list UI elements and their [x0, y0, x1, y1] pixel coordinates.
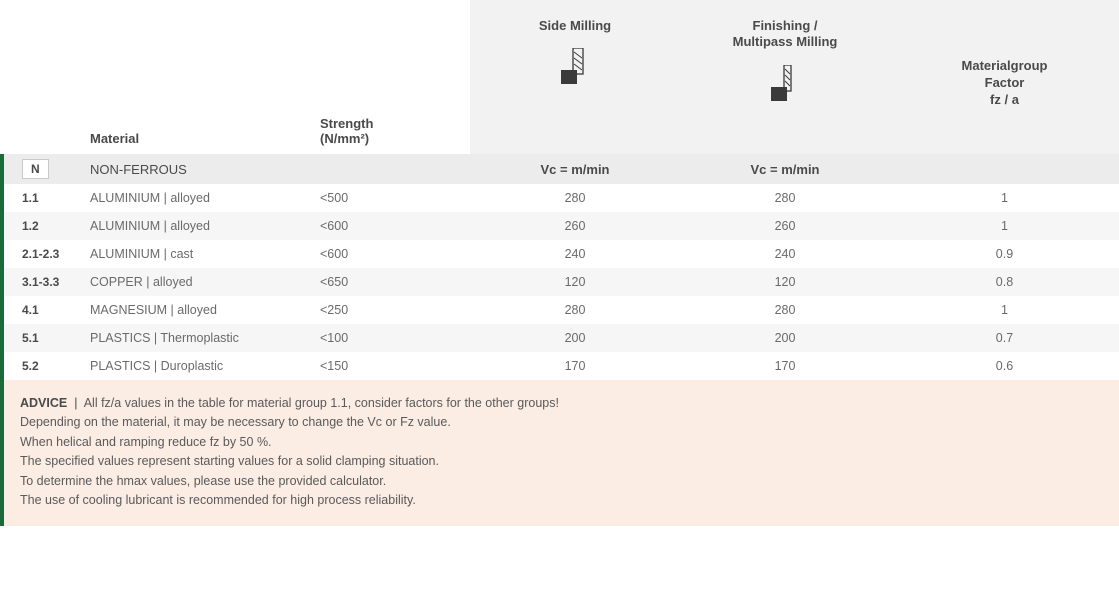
row-material: PLASTICS | Duroplastic — [90, 352, 320, 380]
advice-line: Depending on the material, it may be nec… — [20, 415, 451, 429]
row-code: 4.1 — [4, 296, 90, 324]
table-row: 5.1 PLASTICS | Thermoplastic <100 200 20… — [4, 324, 1119, 352]
row-factor: 0.6 — [890, 352, 1119, 380]
vc-label-fin: Vc = m/min — [680, 154, 890, 184]
col-header-finishing: Finishing / Multipass Milling — [680, 18, 890, 51]
table-row: 5.2 PLASTICS | Duroplastic <150 170 170 … — [4, 352, 1119, 380]
row-material: ALUMINIUM | cast — [90, 240, 320, 268]
row-strength: <600 — [320, 240, 470, 268]
row-side: 120 — [470, 268, 680, 296]
row-code: 3.1-3.3 — [4, 268, 90, 296]
row-side: 200 — [470, 324, 680, 352]
row-code: 5.1 — [4, 324, 90, 352]
row-factor: 1 — [890, 296, 1119, 324]
row-material: ALUMINIUM | alloyed — [90, 184, 320, 212]
row-material: ALUMINIUM | alloyed — [90, 212, 320, 240]
row-code: 5.2 — [4, 352, 90, 380]
page: Side Milling Finishing / Multipass Milli… — [0, 0, 1119, 526]
side-milling-icon — [470, 48, 680, 84]
row-fin: 260 — [680, 212, 890, 240]
vc-label-side: Vc = m/min — [470, 154, 680, 184]
row-fin: 200 — [680, 324, 890, 352]
category-name: NON-FERROUS — [90, 154, 320, 184]
row-code: 2.1-2.3 — [4, 240, 90, 268]
category-code: N — [22, 159, 49, 179]
row-strength: <500 — [320, 184, 470, 212]
row-code: 1.2 — [4, 212, 90, 240]
col-header-side-milling: Side Milling — [470, 18, 680, 34]
header-row-labels: Material Strength (N/mm²) — [0, 110, 1119, 154]
table-row: 1.1 ALUMINIUM | alloyed <500 280 280 1 — [4, 184, 1119, 212]
row-factor: 1 — [890, 184, 1119, 212]
row-strength: <150 — [320, 352, 470, 380]
row-side: 240 — [470, 240, 680, 268]
row-code: 1.1 — [4, 184, 90, 212]
table-row: 3.1-3.3 COPPER | alloyed <650 120 120 0.… — [4, 268, 1119, 296]
advice-title: ADVICE — [20, 396, 67, 410]
advice-line: The use of cooling lubricant is recommen… — [20, 493, 416, 507]
table-row: 2.1-2.3 ALUMINIUM | cast <600 240 240 0.… — [4, 240, 1119, 268]
row-side: 170 — [470, 352, 680, 380]
row-factor: 1 — [890, 212, 1119, 240]
cutting-data-body: N NON-FERROUS Vc = m/min Vc = m/min 1.1 … — [4, 154, 1119, 380]
col-header-strength: Strength (N/mm²) — [320, 116, 470, 146]
category-row: N NON-FERROUS Vc = m/min Vc = m/min — [4, 154, 1119, 184]
row-fin: 280 — [680, 184, 890, 212]
row-material: COPPER | alloyed — [90, 268, 320, 296]
row-factor: 0.8 — [890, 268, 1119, 296]
advice-line: All fz/a values in the table for materia… — [84, 396, 559, 410]
row-material: PLASTICS | Thermoplastic — [90, 324, 320, 352]
row-side: 260 — [470, 212, 680, 240]
row-fin: 120 — [680, 268, 890, 296]
table-row: 1.2 ALUMINIUM | alloyed <600 260 260 1 — [4, 212, 1119, 240]
col-header-material: Material — [90, 131, 320, 146]
row-side: 280 — [470, 184, 680, 212]
row-side: 280 — [470, 296, 680, 324]
row-strength: <250 — [320, 296, 470, 324]
row-factor: 0.9 — [890, 240, 1119, 268]
row-strength: <600 — [320, 212, 470, 240]
row-material: MAGNESIUM | alloyed — [90, 296, 320, 324]
advice-box: ADVICE | All fz/a values in the table fo… — [4, 380, 1119, 526]
finishing-milling-icon — [680, 65, 890, 101]
advice-line: The specified values represent starting … — [20, 454, 439, 468]
row-strength: <650 — [320, 268, 470, 296]
row-fin: 170 — [680, 352, 890, 380]
table-row: 4.1 MAGNESIUM | alloyed <250 280 280 1 — [4, 296, 1119, 324]
row-factor: 0.7 — [890, 324, 1119, 352]
advice-line: To determine the hmax values, please use… — [20, 474, 386, 488]
table-body-wrap: N NON-FERROUS Vc = m/min Vc = m/min 1.1 … — [0, 154, 1119, 526]
row-fin: 240 — [680, 240, 890, 268]
advice-sep: | — [74, 396, 77, 410]
row-strength: <100 — [320, 324, 470, 352]
advice-line: When helical and ramping reduce fz by 50… — [20, 435, 272, 449]
cutting-data-table: Side Milling Finishing / Multipass Milli… — [0, 0, 1119, 154]
row-fin: 280 — [680, 296, 890, 324]
header-row-icons: Side Milling Finishing / Multipass Milli… — [0, 0, 1119, 110]
col-header-factor: Materialgroup Factor fz / a — [890, 18, 1119, 109]
